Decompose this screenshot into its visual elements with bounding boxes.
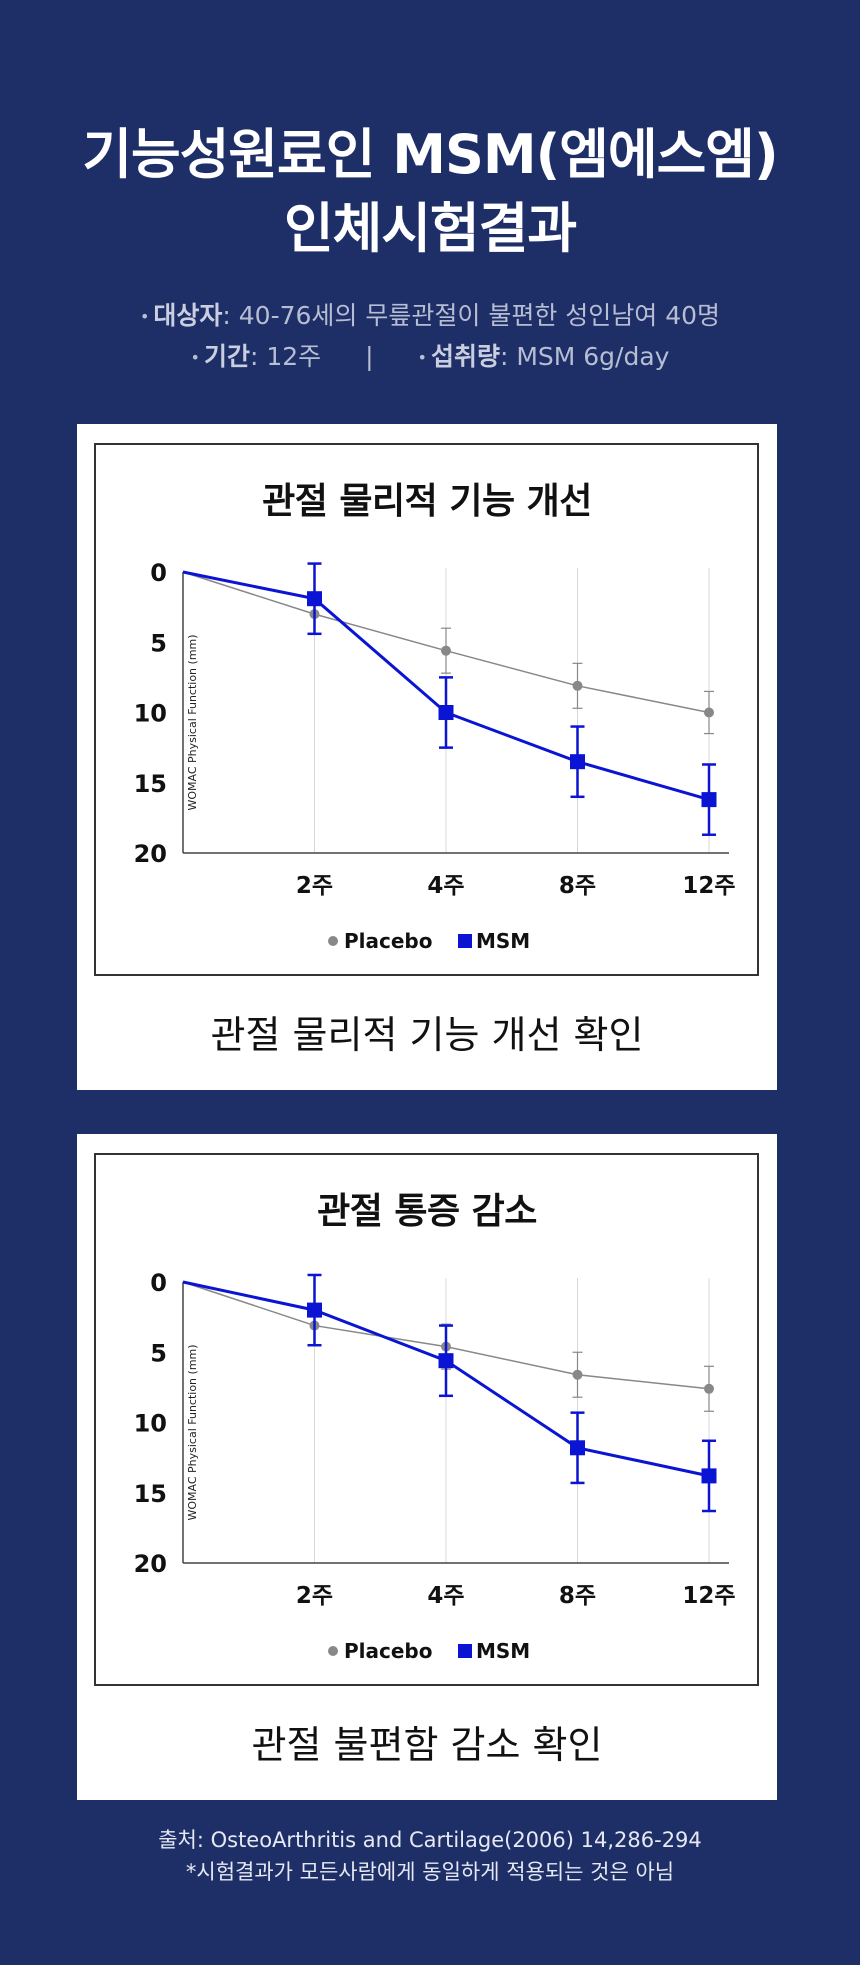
y-axis-label: WOMAC Physical Function (mm) (186, 634, 199, 810)
y-tick-label: 0 (150, 1269, 167, 1297)
chart-card-2: 관절 통증 감소 0 5 10 15 20 2주 4주 8주 12주 WOMAC Physical… (77, 1134, 777, 1800)
data-point-msm (438, 705, 454, 720)
footer: 출처: OsteoArthritis and Cartilage(2006) 1… (0, 1824, 860, 1888)
separator: | (365, 342, 374, 371)
chart-title: 관절 물리적 기능 개선 (262, 481, 592, 522)
data-point-placebo (441, 645, 451, 656)
intake-value: : MSM 6g/day (499, 342, 670, 371)
data-point-msm (307, 1302, 322, 1318)
data-point-placebo (572, 1369, 583, 1380)
chart-caption: 관절 불편함 감소 확인 (251, 1723, 603, 1767)
y-tick-label: 10 (134, 1410, 167, 1438)
chart-plot: 0 5 10 15 20 2주 4주 8주 12주 WOMAC Physical Function… (134, 1269, 736, 1663)
x-tick-label: 2주 (296, 1583, 333, 1609)
bullet-icon: • (139, 307, 150, 326)
source-citation: 출처: OsteoArthritis and Cartilage(2006) 1… (158, 1828, 702, 1852)
data-point-msm (701, 1468, 717, 1484)
y-axis-label: WOMAC Physical Function (mm) (186, 1344, 199, 1520)
x-tick-label: 4주 (427, 873, 464, 899)
title-line-2: 인체시험결과 (283, 197, 577, 260)
chart-frame (94, 1153, 759, 1686)
subject-value: : 40-76세의 무릎관절이 불편한 성인남여 40명 (222, 301, 721, 330)
chart-title: 관절 통증 감소 (317, 1191, 537, 1232)
legend-label: Placebo (344, 929, 433, 953)
data-point-msm (701, 792, 717, 808)
x-tick-label: 8주 (559, 873, 596, 899)
page-title: 기능성원료인 MSM(엠에스엠) 인체시험결과 (0, 118, 860, 266)
legend-label: MSM (476, 929, 530, 953)
data-point-placebo (572, 680, 583, 691)
subject-label: 대상자 (153, 301, 223, 330)
legend-label: Placebo (344, 1639, 433, 1663)
data-point-msm (570, 1440, 585, 1456)
legend-marker-msm (458, 934, 472, 948)
period-intake-row: • 기간: 12주 | • 섭취량: MSM 6g/day (0, 337, 860, 378)
y-tick-label: 20 (134, 840, 167, 868)
y-tick-label: 20 (134, 1550, 167, 1578)
data-point-placebo (704, 1383, 714, 1394)
title-line-1: 기능성원료인 MSM(엠에스엠) (82, 123, 778, 186)
legend-marker-msm (458, 1644, 472, 1658)
data-point-msm (307, 591, 322, 607)
disclaimer: *시험결과가 모든사람에게 동일하게 적용되는 것은 아님 (185, 1860, 675, 1884)
bullet-icon: • (190, 348, 200, 367)
legend-marker-placebo (328, 936, 338, 946)
x-tick-label: 4주 (427, 1583, 464, 1609)
data-point-placebo (704, 707, 714, 718)
legend-marker-placebo (328, 1646, 338, 1656)
x-tick-label: 2주 (296, 873, 333, 899)
x-tick-label: 12주 (682, 1583, 735, 1609)
data-point-msm (570, 754, 585, 770)
x-tick-label: 8주 (559, 1583, 596, 1609)
y-tick-label: 5 (150, 629, 167, 657)
intake-label: 섭취량 (430, 342, 500, 371)
y-tick-label: 5 (150, 1339, 167, 1367)
subject-row: • 대상자: 40-76세의 무릎관절이 불편한 성인남여 40명 (0, 296, 860, 337)
x-tick-label: 12주 (682, 873, 735, 899)
chart-frame (94, 443, 759, 976)
data-point-msm (438, 1353, 454, 1369)
chart-caption: 관절 물리적 기능 개선 확인 (210, 1013, 644, 1057)
legend-label: MSM (476, 1639, 530, 1663)
bullet-icon: • (417, 348, 427, 367)
period-value: : 12주 (249, 342, 322, 371)
period-label: 기간 (203, 342, 250, 371)
y-tick-label: 0 (150, 559, 167, 587)
study-info: • 대상자: 40-76세의 무릎관절이 불편한 성인남여 40명 • 기간: 12… (0, 296, 860, 378)
chart-plot: 0 5 10 15 20 2주 4주 8주 12주 WOMAC Physical Function… (134, 559, 736, 953)
y-tick-label: 15 (134, 770, 167, 798)
y-tick-label: 10 (134, 700, 167, 728)
y-tick-label: 15 (134, 1480, 167, 1508)
chart-card-1: 관절 물리적 기능 개선 0 5 10 15 20 2주 4주 8주 12주 WOMAC Phys… (77, 424, 777, 1090)
